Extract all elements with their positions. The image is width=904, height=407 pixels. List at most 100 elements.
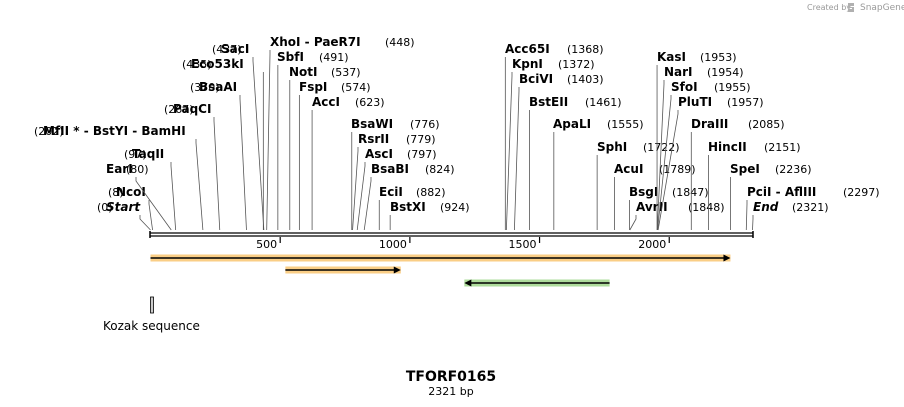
site-name: FspI bbox=[299, 80, 327, 94]
site-bsaai[interactable]: BsaAI(370) bbox=[190, 80, 247, 231]
site-position: (437) bbox=[212, 43, 242, 56]
site-pluti[interactable]: PluTI (1957) bbox=[657, 95, 764, 231]
site-connector bbox=[363, 177, 372, 231]
ruler-tick-label: 1500 bbox=[509, 238, 537, 251]
watermark-prefix: Created by bbox=[807, 3, 851, 12]
site-name: HincII bbox=[708, 140, 747, 154]
site-noti[interactable]: NotI (537) bbox=[289, 65, 361, 230]
site-position: (1555) bbox=[607, 118, 644, 131]
site-position: (202) bbox=[34, 125, 64, 138]
site-connector bbox=[745, 200, 748, 231]
site-eari[interactable]: EarI(80) bbox=[106, 162, 172, 231]
site-hincii[interactable]: HincII (2151) bbox=[708, 140, 801, 230]
site-name: NotI bbox=[289, 65, 318, 79]
site-connector bbox=[135, 177, 172, 231]
site-name: XhoI - PaeR7I bbox=[270, 35, 361, 49]
site-eco53ki[interactable]: Eco53kI(435) bbox=[182, 57, 264, 230]
site-connector bbox=[629, 215, 637, 231]
kozak-label[interactable]: Kozak sequence bbox=[103, 319, 200, 333]
site-name: BciVI bbox=[519, 72, 553, 86]
site-paqci[interactable]: PaqCI(267) bbox=[164, 102, 221, 231]
site-connector bbox=[239, 95, 247, 231]
site-draiii[interactable]: DraIII (2085) bbox=[690, 117, 785, 230]
site-position: (2297) bbox=[843, 186, 880, 199]
site-name: PaqCI bbox=[173, 102, 211, 116]
site-bstxi[interactable]: BstXI (924) bbox=[389, 200, 470, 230]
site-spei[interactable]: SpeI (2236) bbox=[730, 162, 812, 230]
site-bsabi[interactable]: BsaBI (824) bbox=[363, 162, 455, 231]
site-acci[interactable]: AccI (623) bbox=[311, 95, 385, 230]
site-name: SpeI bbox=[730, 162, 760, 176]
features bbox=[150, 254, 731, 314]
site-mfii-bstyi-bamhi[interactable]: MfII * - BstYI - BamHI(202) bbox=[34, 124, 204, 231]
site-sfoi[interactable]: SfoI (1955) bbox=[657, 80, 751, 231]
site-name: AccI bbox=[312, 95, 340, 109]
site-position: (1954) bbox=[707, 66, 744, 79]
kozak-feature[interactable] bbox=[150, 296, 154, 314]
site-asci[interactable]: AscI (797) bbox=[356, 147, 437, 231]
sequence-title: TFORF0165 bbox=[406, 369, 496, 385]
feature-arrow[interactable] bbox=[464, 279, 610, 287]
site-name: Eco53kI bbox=[191, 57, 244, 71]
site-name: BsaBI bbox=[371, 162, 409, 176]
site-position: (80) bbox=[126, 163, 149, 176]
site-bsawi[interactable]: BsaWI (776) bbox=[351, 117, 440, 230]
feature-arrow[interactable] bbox=[150, 254, 731, 262]
site-position: (8) bbox=[108, 186, 124, 199]
site-kpni[interactable]: KpnI (1372) bbox=[505, 57, 595, 231]
site-name: Start bbox=[106, 200, 141, 214]
site-position: (779) bbox=[406, 133, 436, 146]
site-ecii[interactable]: EciI (882) bbox=[378, 185, 446, 230]
site-ncoi[interactable]: NcoI(8) bbox=[108, 185, 153, 231]
site-position: (776) bbox=[410, 118, 440, 131]
site-apali[interactable]: ApaLI (1555) bbox=[553, 117, 644, 230]
ruler-tick-label: 2000 bbox=[638, 238, 666, 251]
site-fspi[interactable]: FspI (574) bbox=[298, 80, 371, 230]
ruler-tick-label: 1000 bbox=[379, 238, 407, 251]
site-bsgi[interactable]: BsgI (1847) bbox=[629, 185, 709, 230]
site-bsteii[interactable]: BstEII (1461) bbox=[529, 95, 622, 230]
site-name: EarI bbox=[106, 162, 133, 176]
site-taqii[interactable]: TaqII(97) bbox=[124, 147, 177, 231]
site-connector bbox=[356, 162, 366, 231]
watermark-brand: SnapGene bbox=[860, 3, 904, 13]
site-pcii-afliii[interactable]: PciI - AflIII (2297) bbox=[745, 185, 880, 231]
site-position: (1848) bbox=[688, 201, 725, 214]
site-position: (1953) bbox=[700, 51, 737, 64]
site-bcivi[interactable]: BciVI (1403) bbox=[513, 72, 604, 231]
site-name: DraIII bbox=[691, 117, 728, 131]
site-acc65i[interactable]: Acc65I (1368) bbox=[504, 42, 604, 230]
site-rsrii[interactable]: RsrII (779) bbox=[352, 132, 436, 231]
site-connector bbox=[352, 147, 359, 231]
site-connector bbox=[505, 72, 513, 231]
site-name: SphI bbox=[597, 140, 627, 154]
site-xhoi-paer7i[interactable]: XhoI - PaeR7I (448) bbox=[266, 35, 415, 231]
site-name: KpnI bbox=[512, 57, 543, 71]
site-connector bbox=[513, 87, 520, 231]
site-end[interactable]: End (2321) bbox=[752, 200, 829, 231]
site-position: (1957) bbox=[727, 96, 764, 109]
site-sbfi[interactable]: SbfI (491) bbox=[277, 50, 349, 230]
feature-arrowhead bbox=[393, 266, 401, 274]
site-name: PluTI bbox=[678, 95, 712, 109]
site-connector bbox=[657, 110, 679, 231]
site-avrii[interactable]: AvrII (1848) bbox=[629, 200, 725, 231]
site-position: (824) bbox=[425, 163, 455, 176]
snapgene-logo-icon bbox=[848, 3, 854, 12]
ruler: 500 1000 1500 2000 bbox=[149, 231, 754, 251]
site-position: (623) bbox=[355, 96, 385, 109]
site-name: EciI bbox=[379, 185, 403, 199]
site-name: BstEII bbox=[529, 95, 568, 109]
site-kasi[interactable]: KasI (1953) bbox=[656, 50, 737, 230]
site-saci[interactable]: SacI(437) bbox=[212, 42, 265, 231]
site-start[interactable]: Start(0) bbox=[97, 200, 151, 231]
site-nari[interactable]: NarI (1954) bbox=[656, 65, 744, 231]
site-position: (2085) bbox=[748, 118, 785, 131]
site-position: (1847) bbox=[672, 186, 709, 199]
site-position: (1368) bbox=[567, 43, 604, 56]
feature-arrow[interactable] bbox=[285, 266, 401, 274]
site-connector bbox=[656, 80, 665, 231]
site-position: (97) bbox=[124, 148, 147, 161]
site-name: ApaLI bbox=[553, 117, 591, 131]
